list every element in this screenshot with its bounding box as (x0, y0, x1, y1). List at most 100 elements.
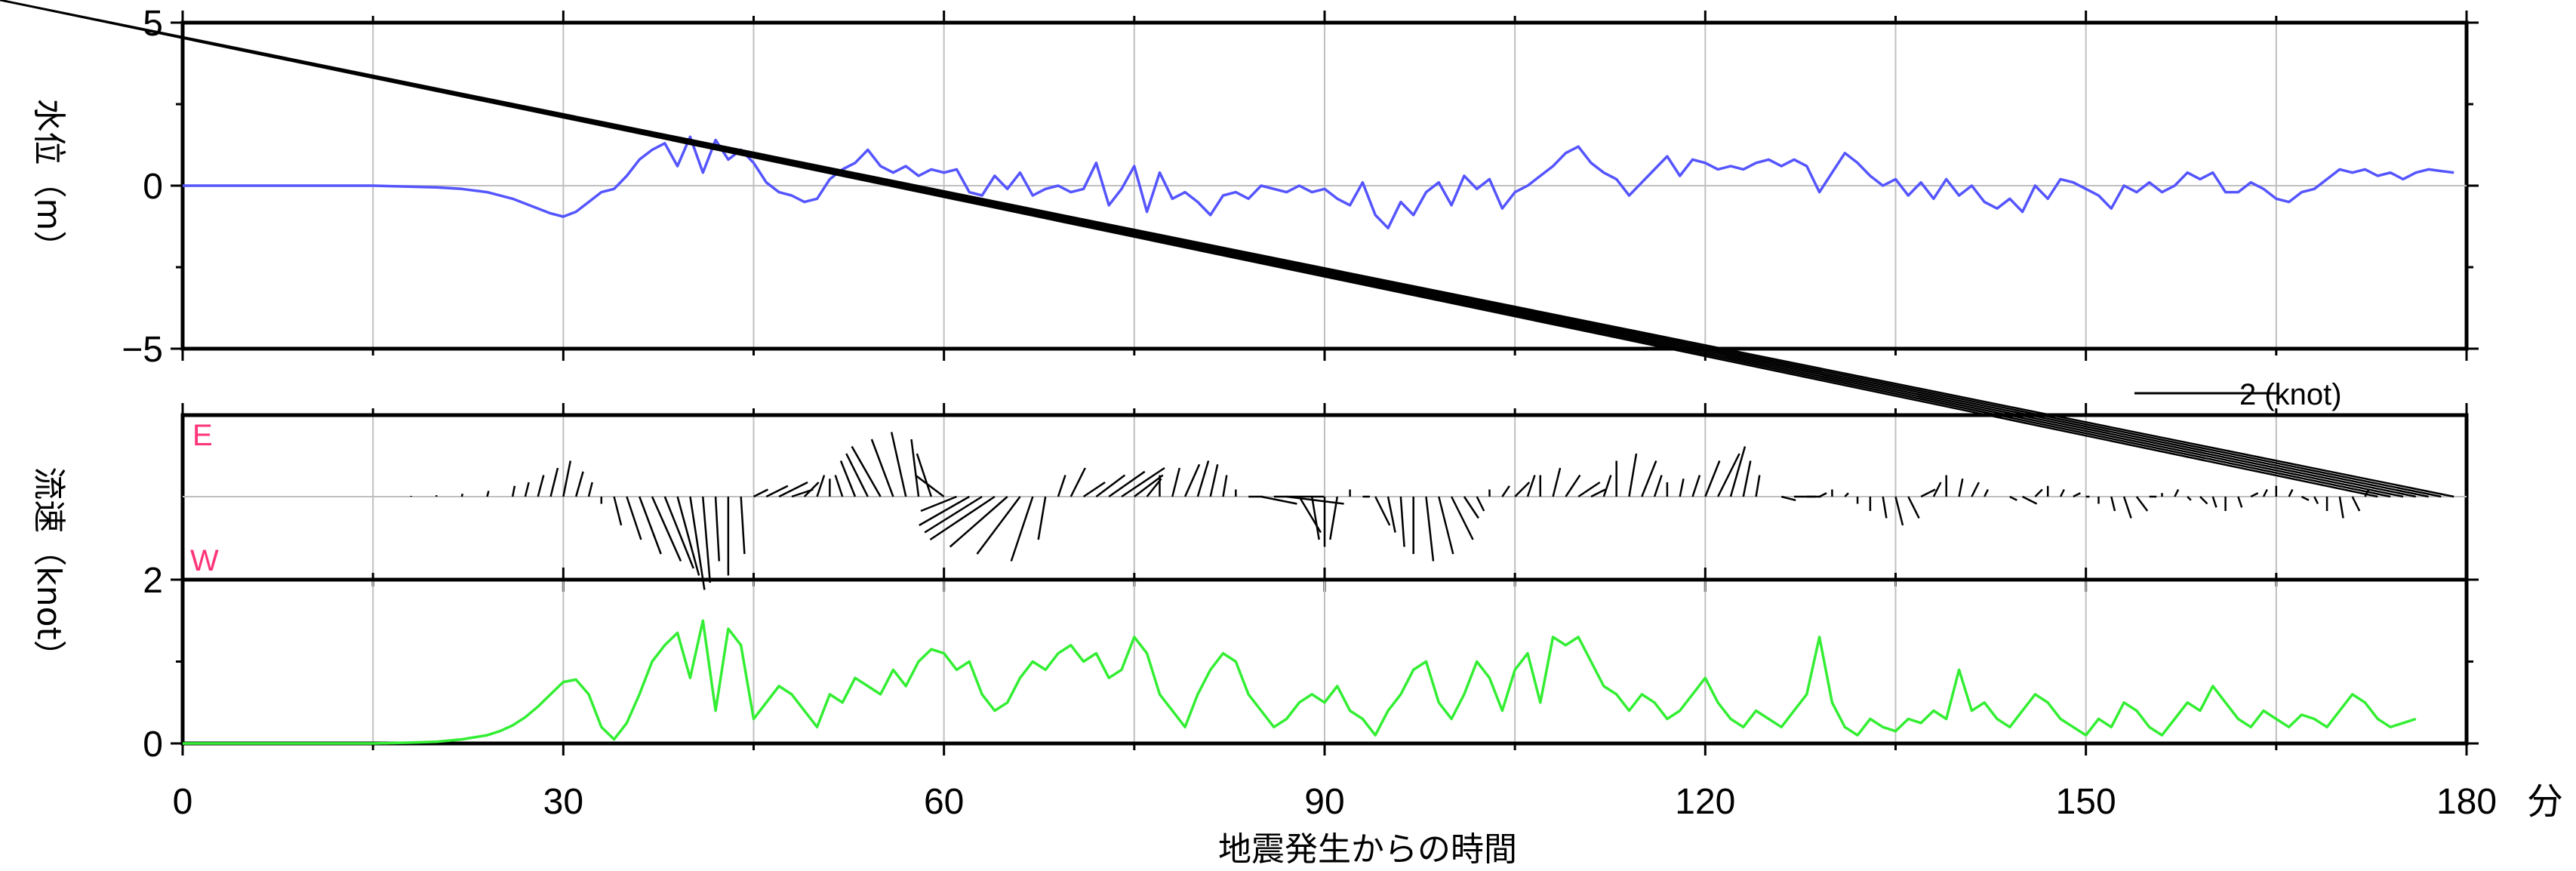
current-vector-stick (626, 496, 642, 540)
current-vector-stick (1984, 488, 1990, 497)
current-vector-stick (2351, 496, 2361, 512)
current-vector-stick (2199, 496, 2208, 505)
legend-label: 2 (knot) (2239, 378, 2342, 411)
current-vector-stick (834, 475, 844, 497)
current-vector-stick (2262, 488, 2268, 497)
current-vector-stick (910, 439, 920, 497)
current-vector-stick (1286, 495, 1344, 505)
west-direction-label: W (190, 544, 219, 577)
current-vector-stick (914, 474, 945, 497)
current-vector-stick (2073, 492, 2081, 498)
current-vector-stick (890, 432, 907, 497)
current-vector-stick (1134, 474, 1164, 497)
current-vector-stick (1082, 481, 1106, 498)
current-vector-stick (1780, 495, 1796, 502)
current-speed-y-tick-label: 0 (143, 725, 163, 765)
current-vector-stick (976, 496, 1021, 555)
water-level-panel: 5 0 −5 (122, 4, 2479, 370)
water-level-series-line (183, 135, 2454, 229)
current-vector-stick (1438, 496, 1454, 555)
current-vector-stick (1882, 496, 1888, 519)
current-speed-series-line (183, 619, 2417, 745)
current-vector-stick (2187, 496, 2192, 501)
current-vector-stick (460, 493, 464, 497)
current-vector-stick (1374, 496, 1391, 526)
current-vector-stick (870, 439, 894, 497)
current-vector-stick (702, 496, 712, 583)
current-vector-stick (2135, 496, 2149, 512)
current-vector-stick (1108, 470, 1146, 498)
x-axis-unit: 分 (2527, 782, 2563, 822)
current-vector-stick (2009, 495, 2017, 501)
current-vector-stick (2211, 496, 2217, 508)
current-vector-stick (1565, 474, 1581, 497)
water-level-axis-title: 水位（m） (29, 99, 68, 264)
current-vector-stick (1095, 474, 1126, 497)
current-speed-axis-title: 流速（knot） (29, 466, 68, 673)
current-vector-stick (1755, 475, 1761, 497)
current-vector-stick (714, 496, 721, 562)
current-vector-stick (1260, 495, 1297, 505)
current-vector-stick (524, 482, 530, 497)
current-vector-stick (1577, 481, 1601, 498)
current-vector-stick (851, 445, 882, 497)
water-level-y-tick-label: 0 (143, 167, 163, 207)
current-vector-stick (929, 495, 996, 541)
current-speed-panel: 20 (143, 561, 2479, 765)
current-vector-stick (2174, 488, 2180, 497)
current-vector-stick (574, 471, 584, 497)
current-vector-stick (1679, 479, 1685, 497)
current-vector-stick (2250, 492, 2259, 498)
current-vector-stick (1209, 464, 1219, 497)
current-vector-stick (1057, 475, 1066, 497)
water-level-y-tick-label: 5 (143, 4, 163, 44)
current-vector-stick (1971, 482, 1980, 497)
current-vector-stick (562, 460, 572, 497)
water-level-y-tick-label: −5 (122, 330, 163, 370)
current-vector-stick (587, 482, 593, 497)
current-vector-stick (651, 496, 682, 562)
current-vector-stick (537, 475, 545, 497)
current-vector-stick (1010, 496, 1034, 562)
current-vector-stick (1894, 496, 1904, 526)
current-vector-stick (924, 495, 983, 534)
current-vector-stick (1602, 475, 1612, 497)
current-vector-stick (549, 467, 559, 497)
current-vector-stick (839, 460, 857, 497)
x-tick-label: 0 (173, 782, 193, 822)
current-vector-stick (1526, 475, 1536, 497)
current-vector-stick (2110, 496, 2116, 512)
current-vector-stick (765, 485, 789, 498)
current-vector-stick (1717, 453, 1740, 497)
current-vector-stick (1907, 496, 1920, 519)
x-axis-title: 地震発生からの時間 (1218, 830, 1517, 869)
current-vector-stick (2122, 496, 2132, 519)
current-vector-stick (2288, 488, 2294, 497)
current-vector-stick (778, 481, 808, 498)
current-vector-stick (1121, 466, 1165, 498)
current-vector-stick (486, 491, 490, 497)
current-vector-stick (2237, 496, 2243, 508)
current-vector-stick (1653, 475, 1663, 497)
current-vector-stick (676, 496, 700, 576)
current-vector-stick (1399, 496, 1405, 547)
current-vector-stick (1742, 460, 1752, 497)
current-vector-stick (689, 496, 706, 590)
current-vector-panel (0, 0, 2469, 592)
current-vector-stick (949, 496, 1008, 548)
current-vector-stick (1590, 488, 1606, 498)
current-vector-stick (1476, 496, 1485, 512)
current-vector-stick (2338, 496, 2344, 519)
x-tick-label: 90 (1304, 782, 1344, 822)
current-vector-stick (845, 453, 869, 497)
current-vector-stick (1501, 485, 1510, 497)
x-tick-label: 180 (2436, 782, 2497, 822)
current-vector-stick (1183, 463, 1201, 497)
current-vector-stick (1171, 467, 1181, 497)
current-vector-stick (1386, 496, 1396, 533)
current-vector-stick (1329, 496, 1339, 540)
x-tick-label: 60 (924, 782, 964, 822)
current-vector-stick (613, 496, 623, 526)
current-vector-stick (1552, 467, 1562, 497)
